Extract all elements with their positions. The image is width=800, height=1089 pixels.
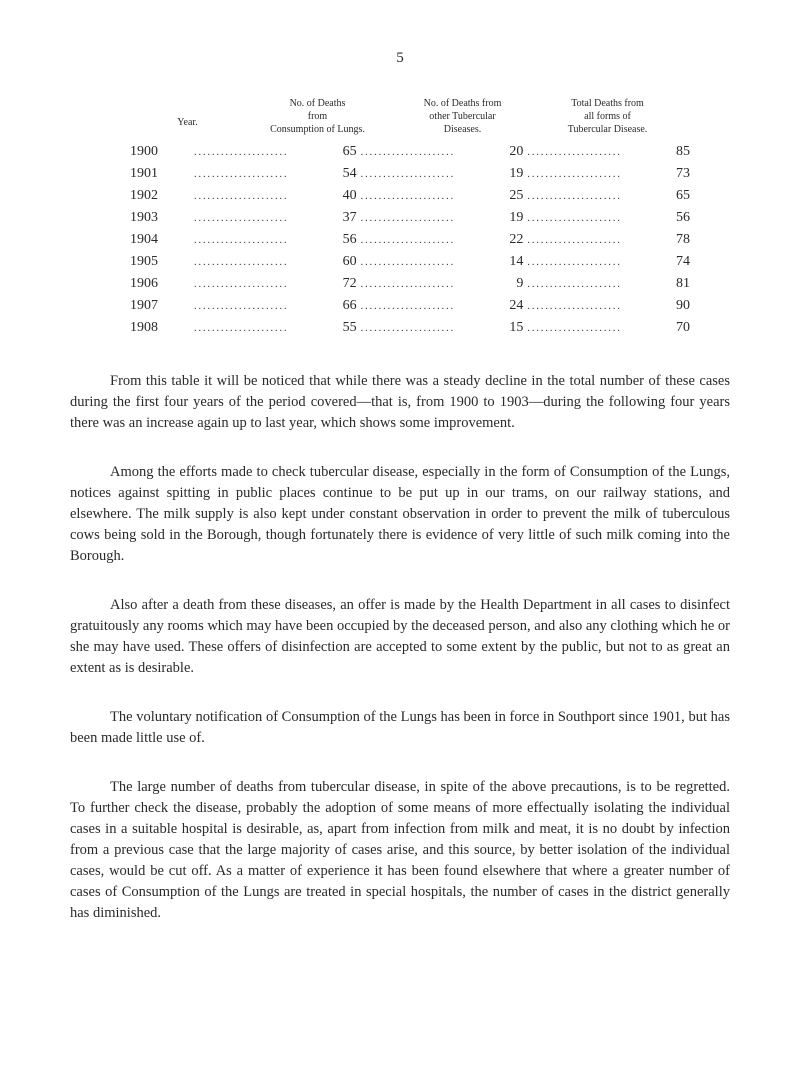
cell-val1: 55 bbox=[317, 320, 357, 336]
cell-val1: 66 bbox=[317, 298, 357, 314]
cell-dots: ..................... bbox=[523, 279, 650, 290]
cell-dots: ..................... bbox=[357, 169, 484, 180]
cell-dots: ..................... bbox=[357, 235, 484, 246]
cell-year: 1900 bbox=[130, 144, 190, 160]
paragraph-1: From this table it will be noticed that … bbox=[70, 371, 730, 434]
cell-val3: 74 bbox=[650, 254, 690, 270]
header-col1-l2: from bbox=[245, 110, 390, 123]
cell-dots: ..................... bbox=[523, 147, 650, 158]
cell-val2: 19 bbox=[483, 210, 523, 226]
table-row: 1903.....................37.............… bbox=[130, 210, 690, 226]
paragraph-5: The large number of deaths from tubercul… bbox=[70, 777, 730, 924]
cell-dots: ..................... bbox=[190, 169, 317, 180]
cell-dots: ..................... bbox=[190, 235, 317, 246]
paragraph-4: The voluntary notification of Consumptio… bbox=[70, 707, 730, 749]
header-col1: No. of Deaths from Consumption of Lungs. bbox=[245, 97, 390, 136]
cell-val3: 78 bbox=[650, 232, 690, 248]
cell-val2: 19 bbox=[483, 166, 523, 182]
table-header-row: Year. No. of Deaths from Consumption of … bbox=[130, 97, 690, 136]
header-col3-l1: Total Deaths from bbox=[535, 97, 680, 110]
table-body: 1900.....................65.............… bbox=[130, 144, 690, 336]
table-row: 1908.....................55.............… bbox=[130, 320, 690, 336]
header-col3: Total Deaths from all forms of Tubercula… bbox=[535, 97, 680, 136]
cell-val3: 65 bbox=[650, 188, 690, 204]
cell-dots: ..................... bbox=[523, 323, 650, 334]
header-col2-l1: No. of Deaths from bbox=[390, 97, 535, 110]
header-col2-l3: Diseases. bbox=[390, 123, 535, 136]
cell-dots: ..................... bbox=[523, 213, 650, 224]
cell-val3: 90 bbox=[650, 298, 690, 314]
cell-val2: 15 bbox=[483, 320, 523, 336]
cell-year: 1902 bbox=[130, 188, 190, 204]
cell-dots: ..................... bbox=[190, 279, 317, 290]
cell-dots: ..................... bbox=[523, 301, 650, 312]
cell-val3: 56 bbox=[650, 210, 690, 226]
deaths-table: Year. No. of Deaths from Consumption of … bbox=[130, 97, 690, 336]
table-row: 1907.....................66.............… bbox=[130, 298, 690, 314]
header-col1-l1: No. of Deaths bbox=[245, 97, 390, 110]
cell-val2: 9 bbox=[483, 276, 523, 292]
cell-dots: ..................... bbox=[357, 191, 484, 202]
cell-val1: 65 bbox=[317, 144, 357, 160]
cell-dots: ..................... bbox=[357, 323, 484, 334]
table-row: 1902.....................40.............… bbox=[130, 188, 690, 204]
cell-year: 1901 bbox=[130, 166, 190, 182]
cell-val1: 37 bbox=[317, 210, 357, 226]
cell-val3: 73 bbox=[650, 166, 690, 182]
cell-dots: ..................... bbox=[357, 257, 484, 268]
cell-val1: 72 bbox=[317, 276, 357, 292]
cell-year: 1905 bbox=[130, 254, 190, 270]
cell-val3: 81 bbox=[650, 276, 690, 292]
cell-dots: ..................... bbox=[190, 213, 317, 224]
cell-year: 1908 bbox=[130, 320, 190, 336]
cell-year: 1904 bbox=[130, 232, 190, 248]
cell-dots: ..................... bbox=[523, 169, 650, 180]
cell-dots: ..................... bbox=[523, 235, 650, 246]
table-row: 1904.....................56.............… bbox=[130, 232, 690, 248]
cell-dots: ..................... bbox=[190, 147, 317, 158]
header-col2: No. of Deaths from other Tubercular Dise… bbox=[390, 97, 535, 136]
table-row: 1906.....................72.............… bbox=[130, 276, 690, 292]
table-row: 1905.....................60.............… bbox=[130, 254, 690, 270]
cell-dots: ..................... bbox=[523, 257, 650, 268]
cell-val3: 85 bbox=[650, 144, 690, 160]
cell-val3: 70 bbox=[650, 320, 690, 336]
cell-val2: 14 bbox=[483, 254, 523, 270]
header-year: Year. bbox=[130, 97, 245, 136]
cell-year: 1906 bbox=[130, 276, 190, 292]
cell-year: 1903 bbox=[130, 210, 190, 226]
table-row: 1900.....................65.............… bbox=[130, 144, 690, 160]
cell-dots: ..................... bbox=[190, 257, 317, 268]
page-number: 5 bbox=[70, 50, 730, 67]
cell-dots: ..................... bbox=[357, 301, 484, 312]
cell-dots: ..................... bbox=[357, 147, 484, 158]
cell-val1: 40 bbox=[317, 188, 357, 204]
table-row: 1901.....................54.............… bbox=[130, 166, 690, 182]
cell-val2: 25 bbox=[483, 188, 523, 204]
paragraph-3: Also after a death from these diseases, … bbox=[70, 595, 730, 679]
cell-val1: 60 bbox=[317, 254, 357, 270]
header-col2-l2: other Tubercular bbox=[390, 110, 535, 123]
cell-year: 1907 bbox=[130, 298, 190, 314]
header-col3-l3: Tubercular Disease. bbox=[535, 123, 680, 136]
cell-dots: ..................... bbox=[523, 191, 650, 202]
paragraph-2: Among the efforts made to check tubercul… bbox=[70, 462, 730, 567]
cell-dots: ..................... bbox=[190, 301, 317, 312]
cell-dots: ..................... bbox=[190, 323, 317, 334]
cell-val1: 56 bbox=[317, 232, 357, 248]
header-col3-l2: all forms of bbox=[535, 110, 680, 123]
cell-val2: 20 bbox=[483, 144, 523, 160]
header-col1-l3: Consumption of Lungs. bbox=[245, 123, 390, 136]
cell-val1: 54 bbox=[317, 166, 357, 182]
cell-dots: ..................... bbox=[357, 213, 484, 224]
cell-val2: 22 bbox=[483, 232, 523, 248]
cell-dots: ..................... bbox=[357, 279, 484, 290]
cell-val2: 24 bbox=[483, 298, 523, 314]
cell-dots: ..................... bbox=[190, 191, 317, 202]
